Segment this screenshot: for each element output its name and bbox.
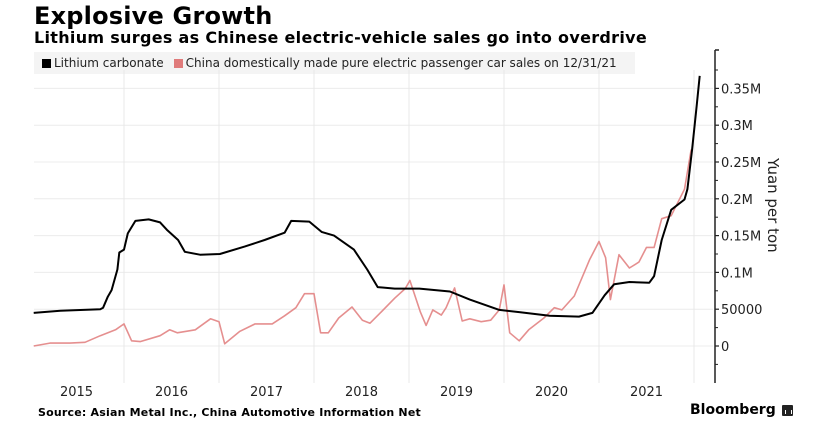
bloomberg-logo: Bloomberg	[690, 402, 793, 418]
x-tick-label: 2018	[345, 385, 378, 400]
legend-item-ev-sales[interactable]: China domestically made pure electric pa…	[173, 56, 617, 70]
y-tick-label: 0.15M	[721, 230, 761, 245]
y-axis: 0 50000 0.1M 0.15M 0.2M 0.25M 0.3M 0.35M	[714, 49, 762, 383]
x-axis-labels: 2015 2016 2017 2018 2019 2020 2021	[60, 385, 663, 400]
chart-title: Explosive Growth	[34, 2, 273, 30]
brand-name: Bloomberg	[690, 402, 776, 418]
y-tick-label: 0.2M	[721, 193, 753, 208]
x-tick-label: 2017	[250, 385, 283, 400]
legend-swatch-lithium	[42, 58, 51, 68]
y-tick-label: 0.35M	[721, 82, 761, 97]
legend-label-ev-sales: China domestically made pure electric pa…	[185, 56, 617, 70]
chart-subtitle: Lithium surges as Chinese electric-vehic…	[34, 28, 648, 47]
y-axis-title: Yuan per ton	[764, 157, 782, 253]
legend-swatch-ev-sales	[173, 58, 183, 68]
y-tick-label: 0	[721, 340, 729, 355]
y-tick-label: 0.1M	[721, 266, 753, 281]
x-tick-label: 2015	[60, 385, 93, 400]
source-note: Source: Asian Metal Inc., China Automoti…	[38, 406, 421, 419]
legend-item-lithium[interactable]: Lithium carbonate	[42, 56, 164, 70]
y-tick-label: 0.25M	[721, 156, 761, 171]
x-tick-label: 2020	[535, 385, 568, 400]
x-tick-label: 2021	[630, 385, 663, 400]
series-line-lithium-carbonate	[33, 75, 701, 318]
y-tick-label: 50000	[721, 303, 762, 318]
legend: Lithium carbonate China domestically mad…	[34, 52, 635, 74]
x-tick-label: 2016	[155, 385, 188, 400]
y-tick-label: 0.3M	[721, 119, 753, 134]
series-line-ev-sales	[33, 149, 692, 347]
gridlines	[34, 70, 713, 383]
x-tick-label: 2019	[440, 385, 473, 400]
legend-label-lithium: Lithium carbonate	[54, 56, 164, 70]
series-lines	[33, 75, 701, 347]
bloomberg-chart-icon	[781, 404, 793, 416]
